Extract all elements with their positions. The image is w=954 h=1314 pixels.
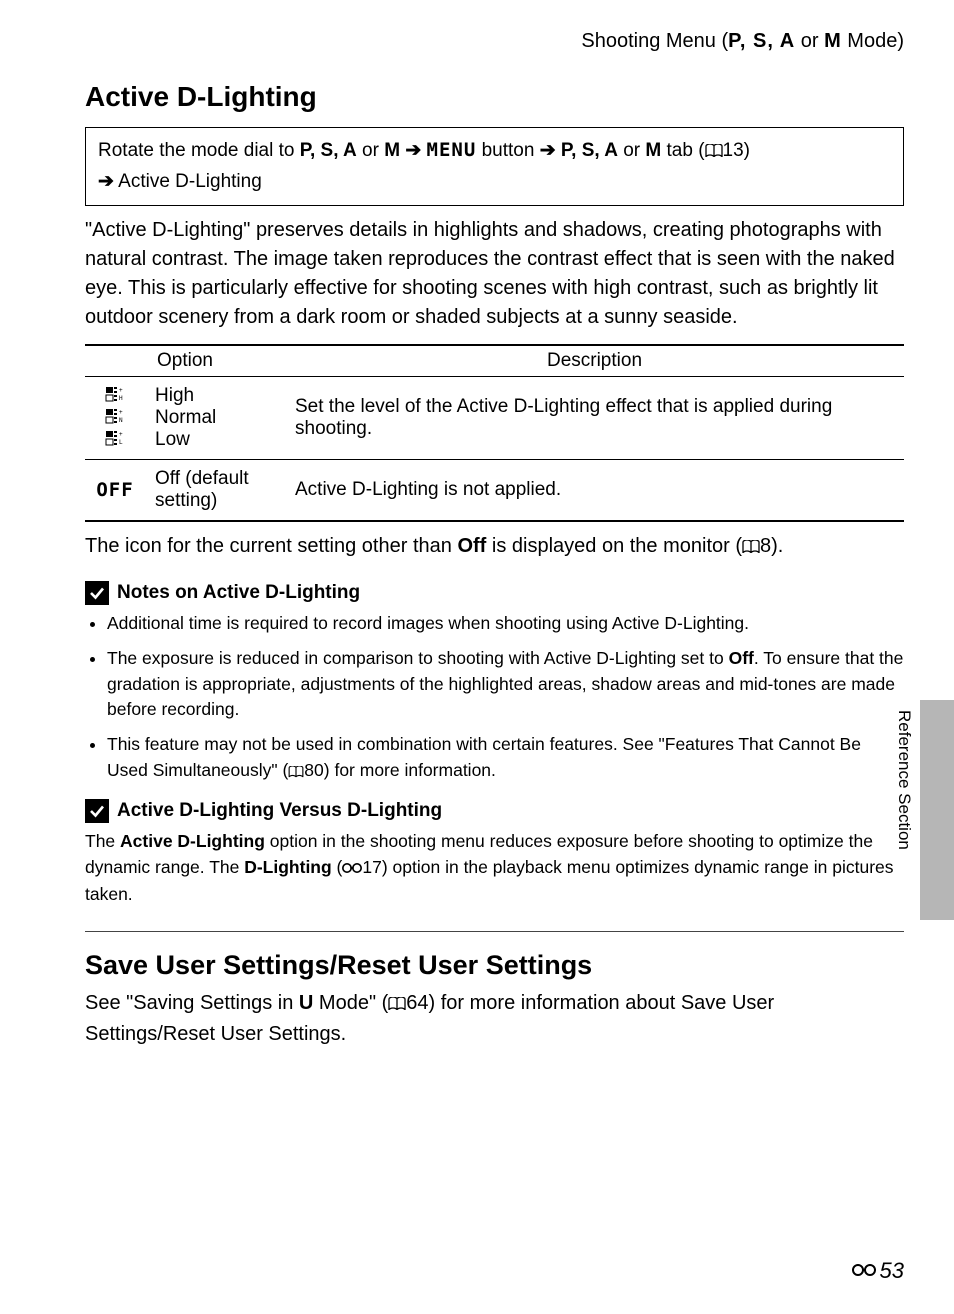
adl-low-icon: +L — [105, 429, 125, 445]
header-mode-m: M — [824, 30, 842, 52]
vs-pre: The — [85, 831, 120, 851]
link-icon — [342, 857, 362, 882]
nav-button: button — [476, 140, 534, 161]
versus-paragraph: The Active D-Lighting option in the shoo… — [85, 829, 904, 907]
li3-ref: 80) for more information. — [304, 760, 496, 780]
list-item: The exposure is reduced in comparison to… — [107, 646, 904, 722]
opt-high: High — [155, 385, 275, 407]
notes-block-2: Active D-Lighting Versus D-Lighting The … — [85, 799, 904, 907]
after-pre: The icon for the current setting other t… — [85, 535, 457, 557]
header-suffix: Mode) — [842, 30, 904, 52]
table-row: +H +N +L High Normal Low Set the level o… — [85, 376, 904, 459]
svg-text:+: + — [119, 409, 123, 416]
svg-text:+: + — [119, 387, 123, 394]
u-mode-glyph: U — [299, 992, 313, 1014]
arrow-icon: ➔ — [400, 140, 426, 161]
list-item: Additional time is required to record im… — [107, 611, 904, 636]
notes-list: Additional time is required to record im… — [85, 611, 904, 785]
off-glyph: OFF — [96, 479, 133, 501]
nav-path-box: Rotate the mode dial to P, S, A or M ➔ M… — [85, 127, 904, 206]
svg-text:N: N — [119, 417, 123, 424]
after-ref: 8). — [760, 535, 783, 557]
vs-b1: Active D-Lighting — [120, 831, 265, 851]
options-table: Option Description +H +N +L High Normal … — [85, 344, 904, 522]
row-desc: Set the level of the Active D-Lighting e… — [285, 376, 904, 459]
book-icon — [742, 534, 760, 563]
side-label: Reference Section — [894, 710, 914, 850]
section-title-active-d-lighting: Active D-Lighting — [85, 81, 904, 113]
nav-ref-1: 13) — [723, 140, 750, 161]
side-tab — [920, 700, 954, 920]
after-table-text: The icon for the current setting other t… — [85, 532, 904, 563]
table-row: OFF Off (default setting) Active D-Light… — [85, 459, 904, 521]
nav-m-2: M — [645, 140, 661, 161]
arrow-icon: ➔ — [98, 171, 114, 192]
menu-label: MENU — [427, 139, 477, 161]
nav-modes-2: P, S, A — [561, 140, 618, 161]
book-icon — [388, 991, 406, 1020]
row-off-desc: Active D-Lighting is not applied. — [285, 459, 904, 521]
svg-text:H: H — [119, 395, 123, 402]
nav-modes-1: P, S, A — [300, 140, 357, 161]
book-icon — [288, 760, 304, 785]
opt-normal: Normal — [155, 407, 275, 429]
li2-pre: The exposure is reduced in comparison to… — [107, 648, 729, 668]
section-title-save-user-settings: Save User Settings/Reset User Settings — [85, 950, 904, 981]
row-off-icon: OFF — [85, 459, 145, 521]
nav-m-1: M — [384, 140, 400, 161]
checkmark-icon — [85, 799, 109, 823]
th-option: Option — [85, 345, 285, 377]
adl-normal-icon: +N — [105, 407, 125, 423]
vs-b2: D-Lighting — [244, 857, 331, 877]
header-modes: P, S, A — [728, 30, 795, 52]
row-icons: +H +N +L — [85, 376, 145, 459]
notes-block-1: Notes on Active D-Lighting Additional ti… — [85, 581, 904, 785]
row-options: High Normal Low — [145, 376, 285, 459]
section-divider — [85, 931, 904, 932]
note-heading: Active D-Lighting Versus D-Lighting — [85, 799, 904, 823]
page-number: 53 — [852, 1258, 904, 1284]
body-paragraph: "Active D-Lighting" preserves details in… — [85, 216, 904, 332]
nav-or-1: or — [357, 140, 384, 161]
page: Shooting Menu (P, S, A or M Mode) Active… — [0, 0, 954, 1314]
svg-text:+: + — [119, 431, 123, 438]
book-icon — [705, 138, 723, 167]
nav-adl: Active D-Lighting — [114, 171, 262, 192]
page-num-value: 53 — [880, 1258, 904, 1284]
opt-low: Low — [155, 429, 275, 451]
after-mid: is displayed on the monitor ( — [486, 535, 742, 557]
vs-mid2: ( — [332, 857, 343, 877]
link-icon — [852, 1258, 876, 1284]
th-description: Description — [285, 345, 904, 377]
arrow-icon: ➔ — [534, 140, 560, 161]
header-or: or — [795, 30, 824, 52]
svg-text:L: L — [119, 439, 123, 446]
nav-rotate: Rotate the mode dial to — [98, 140, 300, 161]
row-off-option: Off (default setting) — [145, 459, 285, 521]
after-bold: Off — [457, 535, 486, 557]
s2-pre: See "Saving Settings in — [85, 992, 299, 1014]
list-item: This feature may not be used in combinat… — [107, 732, 904, 785]
nav-or-2: or — [618, 140, 645, 161]
running-header: Shooting Menu (P, S, A or M Mode) — [85, 30, 904, 53]
note-title: Notes on Active D-Lighting — [117, 582, 360, 604]
nav-tab: tab ( — [661, 140, 704, 161]
header-prefix: Shooting Menu ( — [581, 30, 728, 52]
adl-high-icon: +H — [105, 385, 125, 401]
checkmark-icon — [85, 581, 109, 605]
s2-mid: Mode" ( — [313, 992, 388, 1014]
note-heading: Notes on Active D-Lighting — [85, 581, 904, 605]
save-settings-body: See "Saving Settings in U Mode" (64) for… — [85, 989, 904, 1049]
note-title: Active D-Lighting Versus D-Lighting — [117, 800, 442, 822]
li2-bold: Off — [729, 648, 754, 668]
